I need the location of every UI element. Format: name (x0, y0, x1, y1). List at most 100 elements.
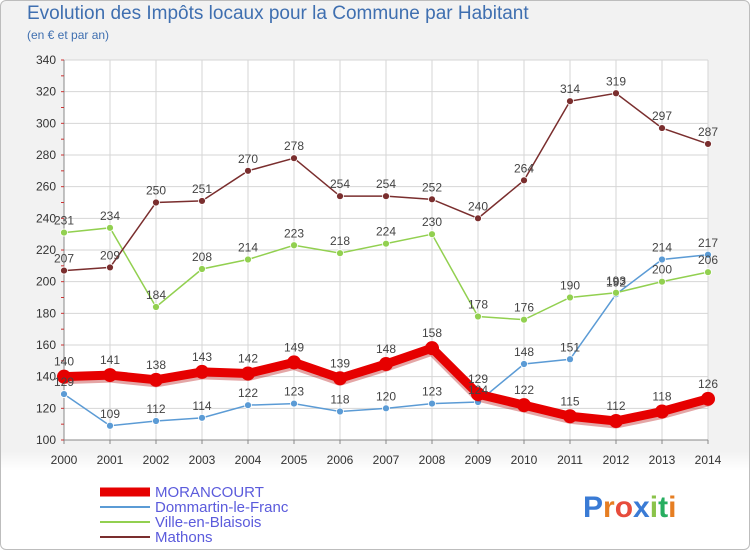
data-point-mathons (612, 89, 620, 98)
data-point-dommartin-le-franc (520, 360, 528, 368)
data-label-dommartin-le-franc: 120 (376, 389, 396, 403)
data-point-morancourt (517, 398, 531, 413)
data-label-ville-en-blaisois: 190 (560, 279, 580, 293)
data-label-ville-en-blaisois: 206 (698, 253, 718, 267)
y-tick-label: 160 (36, 338, 56, 352)
data-point-morancourt (195, 364, 209, 379)
data-label-dommartin-le-franc: 151 (560, 340, 580, 354)
data-label-mathons: 254 (330, 177, 350, 191)
x-tick-label: 2007 (373, 453, 400, 467)
logo-letter: r (603, 491, 615, 524)
data-point-morancourt (471, 387, 485, 402)
data-point-morancourt (379, 357, 393, 371)
logo-letter: P (583, 491, 603, 524)
data-point-mathons (474, 214, 482, 223)
x-tick-label: 2011 (557, 453, 583, 467)
data-label-morancourt: 148 (376, 342, 396, 356)
y-tick-label: 100 (36, 433, 56, 447)
data-label-morancourt: 158 (422, 326, 442, 340)
data-point-mathons (244, 166, 252, 175)
data-label-mathons: 250 (146, 184, 166, 198)
data-label-dommartin-le-franc: 109 (100, 407, 120, 421)
x-tick-label: 2013 (649, 453, 676, 467)
chart-title: Evolution des Impôts locaux pour la Comm… (27, 3, 529, 24)
legend-label-morancourt: MORANCOURT (155, 484, 264, 501)
data-label-morancourt: 118 (652, 390, 671, 404)
data-label-dommartin-le-franc: 123 (284, 385, 304, 399)
logo-letter: t (658, 491, 668, 524)
y-tick-label: 280 (36, 148, 56, 162)
data-point-dommartin-le-franc (198, 413, 206, 422)
data-label-mathons: 264 (514, 161, 534, 175)
data-label-ville-en-blaisois: 208 (192, 250, 212, 264)
legend: MORANCOURTDommartin-le-FrancVille-en-Bla… (100, 484, 289, 546)
data-label-ville-en-blaisois: 223 (284, 226, 304, 240)
data-point-ville-en-blaisois (336, 249, 344, 258)
data-point-morancourt (609, 414, 623, 428)
data-label-dommartin-le-franc: 214 (652, 241, 672, 255)
data-point-dommartin-le-franc (566, 355, 574, 364)
data-label-ville-en-blaisois: 234 (100, 209, 120, 223)
data-label-ville-en-blaisois: 193 (606, 274, 626, 288)
y-tick-label: 200 (36, 275, 56, 289)
data-point-dommartin-le-franc (106, 421, 114, 430)
y-tick-label: 140 (36, 370, 56, 384)
x-tick-label: 2012 (603, 453, 630, 467)
data-point-dommartin-le-franc (382, 404, 390, 413)
data-point-mathons (658, 124, 666, 132)
data-point-ville-en-blaisois (704, 268, 712, 277)
data-point-ville-en-blaisois (60, 228, 68, 237)
data-point-morancourt (563, 409, 577, 424)
logo-letter: i (650, 491, 658, 524)
data-point-ville-en-blaisois (428, 230, 436, 239)
data-point-mathons (704, 140, 712, 148)
data-label-ville-en-blaisois: 176 (514, 301, 534, 315)
x-tick-label: 2006 (327, 453, 354, 467)
data-point-dommartin-le-franc (658, 255, 666, 264)
legend-label-mathons: Mathons (155, 529, 213, 546)
data-point-morancourt (103, 368, 117, 383)
data-label-mathons: 287 (698, 125, 718, 139)
x-tick-label: 2000 (51, 453, 78, 467)
x-tick-label: 2002 (143, 453, 170, 467)
data-point-ville-en-blaisois (474, 312, 482, 321)
data-label-morancourt: 139 (330, 356, 350, 370)
data-label-morancourt: 149 (284, 340, 304, 354)
y-tick-label: 240 (36, 211, 56, 225)
data-point-morancourt (701, 391, 715, 406)
data-label-mathons: 278 (284, 139, 304, 153)
data-point-morancourt (287, 355, 301, 370)
data-label-ville-en-blaisois: 178 (468, 298, 488, 312)
logo-letter: o (615, 491, 633, 524)
data-label-mathons: 240 (468, 199, 488, 213)
data-point-mathons (106, 263, 114, 272)
data-label-mathons: 297 (652, 109, 672, 123)
data-point-ville-en-blaisois (106, 223, 114, 232)
data-label-dommartin-le-franc: 123 (422, 385, 442, 399)
legend-label-dommartin-le-franc: Dommartin-le-Franc (155, 499, 289, 516)
data-label-dommartin-le-franc: 112 (146, 402, 165, 416)
data-point-mathons (520, 176, 528, 185)
data-label-mathons: 209 (100, 248, 120, 262)
data-label-dommartin-le-franc: 114 (192, 399, 211, 413)
data-label-dommartin-le-franc: 118 (330, 393, 349, 407)
data-label-ville-en-blaisois: 200 (652, 263, 672, 277)
data-label-ville-en-blaisois: 218 (330, 234, 350, 248)
data-label-dommartin-le-franc: 129 (54, 375, 74, 389)
data-point-ville-en-blaisois (198, 265, 206, 273)
y-tick-label: 180 (36, 306, 56, 320)
x-tick-label: 2005 (281, 453, 308, 467)
data-point-mathons (566, 97, 574, 106)
y-tick-label: 260 (36, 180, 56, 194)
y-tick-label: 300 (36, 116, 56, 130)
data-point-morancourt (333, 371, 347, 386)
y-tick-label: 120 (36, 401, 56, 415)
x-tick-label: 2008 (419, 453, 446, 467)
legend-label-ville-en-blaisois: Ville-en-Blaisois (155, 514, 261, 531)
data-point-morancourt (425, 341, 439, 356)
x-tick-label: 2004 (235, 453, 262, 467)
data-label-ville-en-blaisois: 224 (376, 225, 396, 239)
data-point-dommartin-le-franc (704, 250, 712, 259)
data-point-ville-en-blaisois (382, 239, 390, 248)
data-label-ville-en-blaisois: 184 (146, 288, 166, 302)
